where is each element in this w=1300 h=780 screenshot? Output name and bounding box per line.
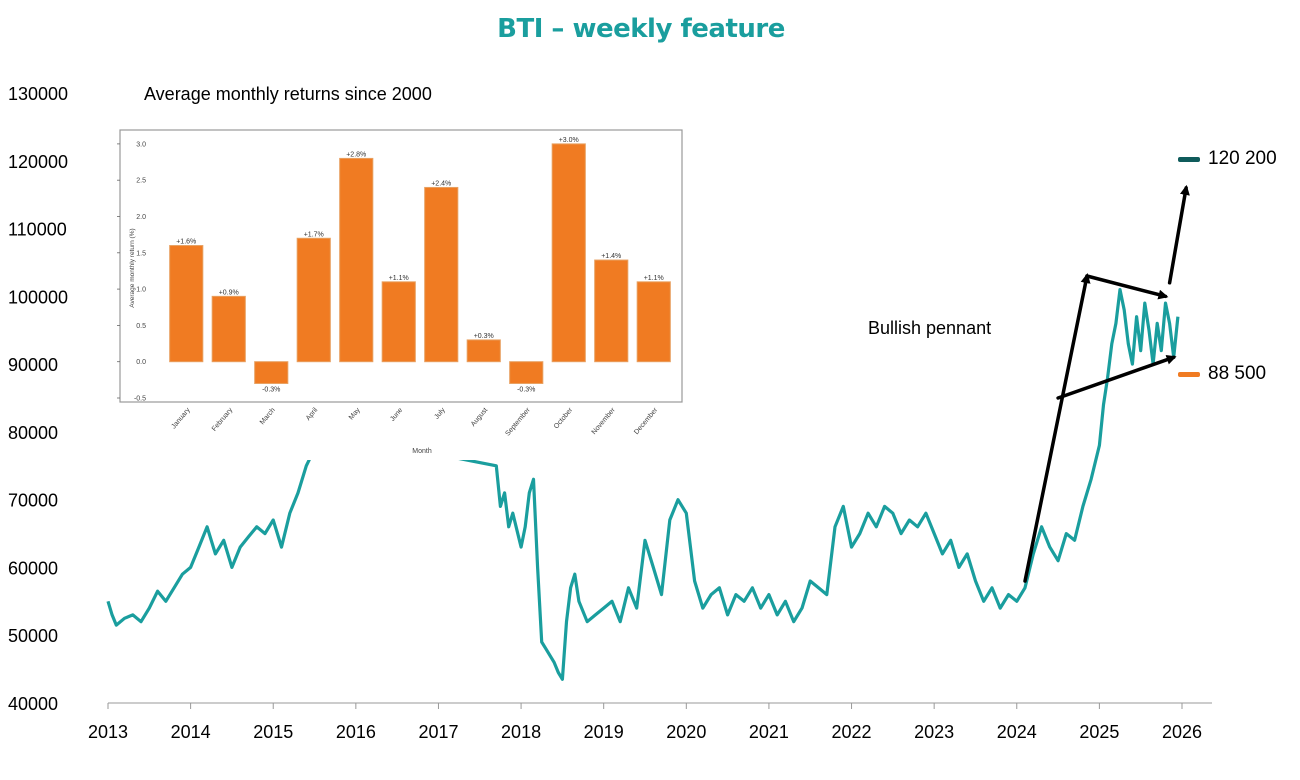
inset-bar xyxy=(296,237,331,363)
y-axis-labels: 40000 50000 60000 70000 80000 90000 100000 1100… xyxy=(8,84,68,714)
target-high-swatch xyxy=(1178,156,1200,162)
bullish-pennant-annotation xyxy=(1023,184,1190,583)
inset-bar-data-label: +1.7% xyxy=(304,231,324,238)
inset-y-tick-label: -0.5 xyxy=(134,396,146,403)
inset-bar-data-label: +0.9% xyxy=(219,289,239,296)
inset-bar xyxy=(339,157,374,363)
pennant-pole-arrow xyxy=(1023,273,1091,583)
inset-bar-data-label: +3.0% xyxy=(559,137,579,144)
y-tick-label: 90000 xyxy=(8,355,58,375)
x-tick-label: 2020 xyxy=(666,722,706,742)
inset-bar xyxy=(636,281,671,363)
x-tick-label: 2026 xyxy=(1162,722,1202,742)
y-tick-label: 110000 xyxy=(8,220,67,240)
inset-bar xyxy=(551,143,586,363)
inset-caption: Average monthly returns since 2000 xyxy=(144,84,432,104)
pennant-upper-arrow xyxy=(1085,274,1169,300)
y-tick-label: 130000 xyxy=(8,84,68,104)
x-tick-label: 2018 xyxy=(501,722,541,742)
pennant-lower-arrow xyxy=(1056,354,1177,400)
inset-y-tick-label: 3.0 xyxy=(136,141,146,148)
pennant-target-arrow xyxy=(1167,184,1190,285)
x-tick-label: 2016 xyxy=(336,722,376,742)
target-high-legend: 120 200 xyxy=(1178,148,1277,170)
chart-title: BTI – weekly feature xyxy=(497,14,785,44)
inset-bar-data-label: +0.3% xyxy=(474,333,494,340)
pennant-label: Bullish pennant xyxy=(868,318,992,338)
inset-y-tick-label: 0.0 xyxy=(136,359,146,366)
x-axis: 2013 2014 2015 2016 2017 2018 2019 2020 2021 2022… xyxy=(88,702,1212,742)
y-tick-label: 50000 xyxy=(8,626,58,646)
y-tick-label: 70000 xyxy=(8,491,58,511)
inset-bar xyxy=(466,339,501,363)
x-tick-label: 2014 xyxy=(171,722,211,742)
inset-bar xyxy=(424,186,459,363)
inset-bar-data-label: +1.1% xyxy=(644,275,664,282)
inset-bar-data-label: +1.4% xyxy=(601,253,621,260)
y-tick-label: 40000 xyxy=(8,694,58,714)
y-tick-label: 120000 xyxy=(8,152,68,172)
inset-y-tick-label: 2.0 xyxy=(136,214,146,221)
x-tick-label: 2013 xyxy=(88,722,128,742)
inset-bar-data-label: -0.3% xyxy=(262,386,280,393)
inset-bar-data-label: +1.6% xyxy=(176,239,196,246)
inset-bar xyxy=(211,295,246,363)
bti-price-line xyxy=(106,288,1180,681)
y-tick-label: 100000 xyxy=(8,287,68,307)
inset-y-tick-label: 2.5 xyxy=(136,178,146,185)
inset-x-axis-label: Month xyxy=(412,448,432,455)
inset-bar xyxy=(594,259,629,363)
inset-bar xyxy=(381,281,416,363)
inset-bar-data-label: +1.1% xyxy=(389,275,409,282)
x-tick-label: 2023 xyxy=(914,722,954,742)
x-tick-label: 2025 xyxy=(1079,722,1119,742)
x-tick-label: 2015 xyxy=(253,722,293,742)
y-tick-label: 60000 xyxy=(8,558,58,578)
price-line-layer xyxy=(106,288,1180,681)
target-high-value: 120 200 xyxy=(1208,148,1277,169)
monthly-returns-inset: 3.02.52.01.51.00.50.0-0.5+1.6%January+0.… xyxy=(117,129,683,460)
inset-bar xyxy=(509,361,544,384)
target-low-legend: 88 500 xyxy=(1178,363,1266,385)
inset-y-tick-label: 0.5 xyxy=(136,323,146,330)
inset-bar-data-label: +2.4% xyxy=(431,180,451,187)
inset-bar xyxy=(169,245,204,363)
inset-bar-data-label: +2.8% xyxy=(346,151,366,158)
inset-bar-data-label: -0.3% xyxy=(517,386,535,393)
inset-bar xyxy=(254,361,289,384)
x-tick-label: 2021 xyxy=(749,722,789,742)
inset-y-tick-label: 1.5 xyxy=(136,250,146,257)
x-tick-label: 2024 xyxy=(997,722,1037,742)
y-tick-label: 80000 xyxy=(8,423,58,443)
inset-y-tick-label: 1.0 xyxy=(136,287,146,294)
x-tick-label: 2019 xyxy=(584,722,624,742)
target-low-swatch xyxy=(1178,371,1200,377)
target-low-value: 88 500 xyxy=(1208,363,1267,384)
inset-y-axis-label: Average monthly return (%) xyxy=(129,228,136,307)
x-tick-label: 2022 xyxy=(832,722,872,742)
x-tick-label: 2017 xyxy=(418,722,458,742)
